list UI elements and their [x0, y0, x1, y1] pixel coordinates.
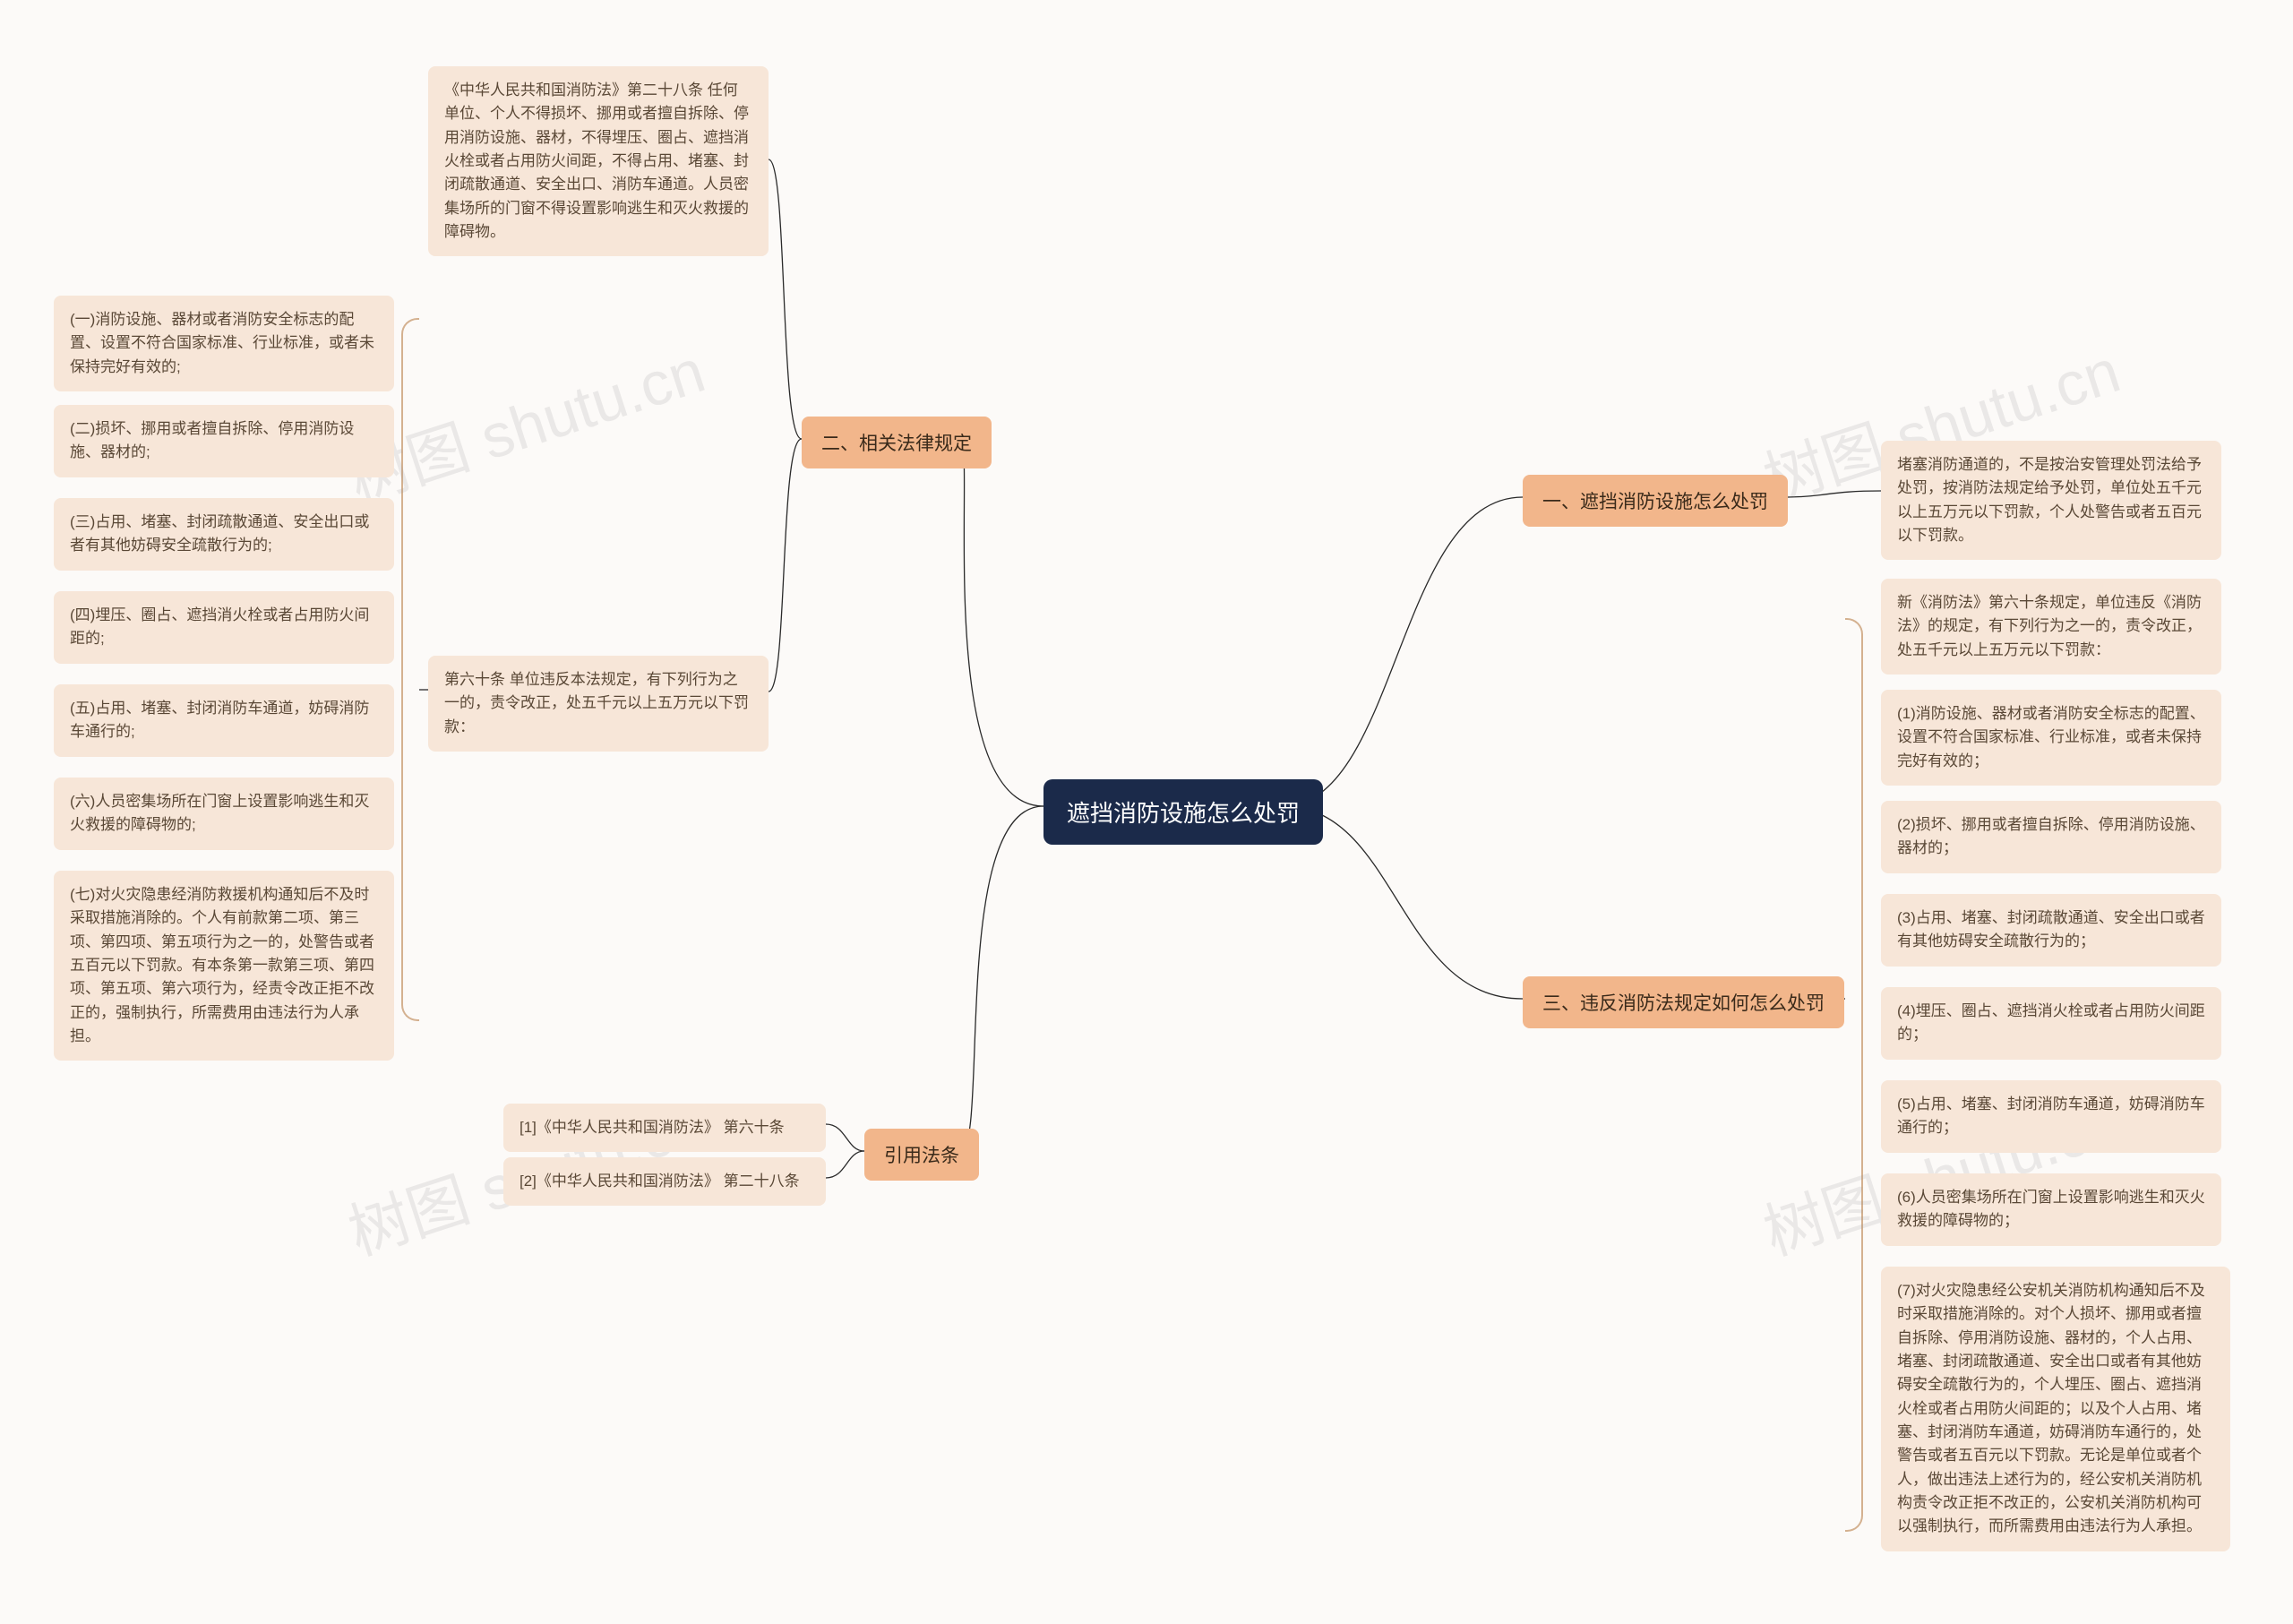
- leaf-b4-0[interactable]: [1]《中华人民共和国消防法》 第六十条: [503, 1104, 826, 1152]
- brace-right-group: [1845, 618, 1863, 1532]
- leaf-b2-1-c4[interactable]: (五)占用、堵塞、封闭消防车通道，妨碍消防车通行的;: [54, 684, 394, 757]
- leaf-b3-0[interactable]: 新《消防法》第六十条规定，单位违反《消防法》的规定，有下列行为之一的，责令改正，…: [1881, 579, 2221, 675]
- leaf-b3-5[interactable]: (5)占用、堵塞、封闭消防车通道，妨碍消防车通行的；: [1881, 1080, 2221, 1153]
- leaf-b4-1[interactable]: [2]《中华人民共和国消防法》 第二十八条: [503, 1157, 826, 1206]
- leaf-b3-2[interactable]: (2)损坏、挪用或者擅自拆除、停用消防设施、器材的；: [1881, 801, 2221, 873]
- leaf-b3-7[interactable]: (7)对火灾隐患经公安机关消防机构通知后不及时采取措施消除的。对个人损坏、挪用或…: [1881, 1267, 2230, 1551]
- branch-3[interactable]: 三、违反消防法规定如何怎么处罚: [1523, 976, 1844, 1028]
- leaf-b2-1-c3[interactable]: (四)埋压、圈占、遮挡消火栓或者占用防火间距的;: [54, 591, 394, 664]
- leaf-b2-1-c0[interactable]: (一)消防设施、器材或者消防安全标志的配置、设置不符合国家标准、行业标准，或者未…: [54, 296, 394, 391]
- branch-1[interactable]: 一、遮挡消防设施怎么处罚: [1523, 475, 1788, 527]
- branch-4[interactable]: 引用法条: [864, 1129, 979, 1181]
- leaf-b1-0[interactable]: 堵塞消防通道的，不是按治安管理处罚法给予处罚，按消防法规定给予处罚，单位处五千元…: [1881, 441, 2221, 560]
- leaf-b2-1-c6[interactable]: (七)对火灾隐患经消防救援机构通知后不及时采取措施消除的。个人有前款第二项、第三…: [54, 871, 394, 1061]
- leaf-b3-4[interactable]: (4)埋压、圈占、遮挡消火栓或者占用防火间距的；: [1881, 987, 2221, 1060]
- leaf-b2-1[interactable]: 第六十条 单位违反本法规定，有下列行为之一的，责令改正，处五千元以上五万元以下罚…: [428, 656, 769, 752]
- center-topic[interactable]: 遮挡消防设施怎么处罚: [1043, 779, 1323, 845]
- leaf-b3-3[interactable]: (3)占用、堵塞、封闭疏散通道、安全出口或者有其他妨碍安全疏散行为的；: [1881, 894, 2221, 967]
- branch-2[interactable]: 二、相关法律规定: [802, 417, 992, 468]
- leaf-b2-0[interactable]: 《中华人民共和国消防法》第二十八条 任何单位、个人不得损坏、挪用或者擅自拆除、停…: [428, 66, 769, 256]
- leaf-b2-1-c1[interactable]: (二)损坏、挪用或者擅自拆除、停用消防设施、器材的;: [54, 405, 394, 477]
- leaf-b3-6[interactable]: (6)人员密集场所在门窗上设置影响逃生和灭火救援的障碍物的；: [1881, 1173, 2221, 1246]
- leaf-b3-1[interactable]: (1)消防设施、器材或者消防安全标志的配置、设置不符合国家标准、行业标准，或者未…: [1881, 690, 2221, 786]
- leaf-b2-1-c2[interactable]: (三)占用、堵塞、封闭疏散通道、安全出口或者有其他妨碍安全疏散行为的;: [54, 498, 394, 571]
- leaf-b2-1-c5[interactable]: (六)人员密集场所在门窗上设置影响逃生和灭火救援的障碍物的;: [54, 778, 394, 850]
- brace-left-group: [401, 318, 419, 1021]
